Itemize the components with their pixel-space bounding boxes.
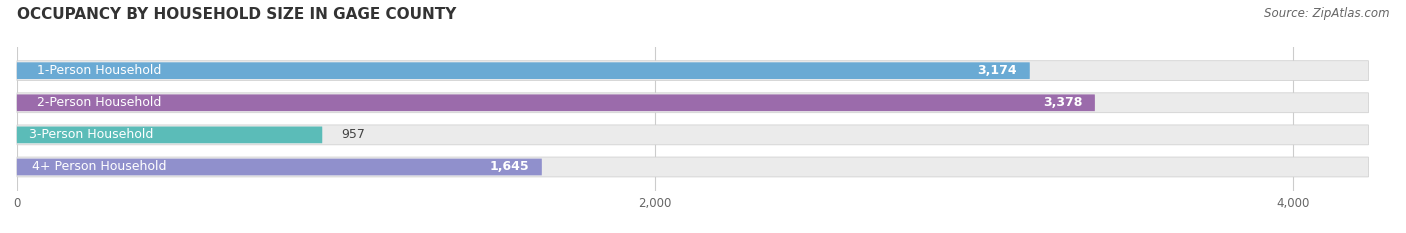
Text: 4+ Person Household: 4+ Person Household	[32, 161, 166, 174]
FancyBboxPatch shape	[17, 93, 1368, 113]
Text: 2-Person Household: 2-Person Household	[37, 96, 162, 109]
Text: 957: 957	[342, 128, 366, 141]
FancyBboxPatch shape	[17, 62, 1029, 79]
FancyBboxPatch shape	[17, 94, 1095, 111]
Text: 3-Person Household: 3-Person Household	[30, 128, 153, 141]
FancyBboxPatch shape	[17, 61, 1368, 81]
FancyBboxPatch shape	[17, 127, 322, 143]
Text: 1-Person Household: 1-Person Household	[37, 64, 160, 77]
Text: 3,378: 3,378	[1043, 96, 1083, 109]
Text: OCCUPANCY BY HOUSEHOLD SIZE IN GAGE COUNTY: OCCUPANCY BY HOUSEHOLD SIZE IN GAGE COUN…	[17, 7, 456, 22]
FancyBboxPatch shape	[17, 159, 541, 175]
Text: Source: ZipAtlas.com: Source: ZipAtlas.com	[1264, 7, 1389, 20]
Text: 3,174: 3,174	[977, 64, 1017, 77]
FancyBboxPatch shape	[17, 157, 1368, 177]
Text: 1,645: 1,645	[489, 161, 529, 174]
FancyBboxPatch shape	[17, 125, 1368, 145]
